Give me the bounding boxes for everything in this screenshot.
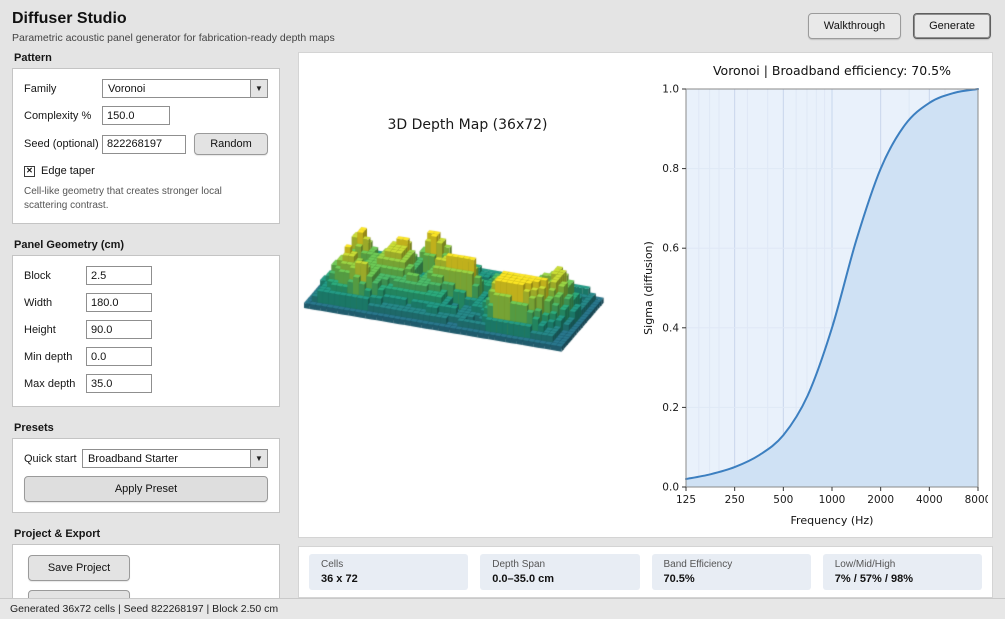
chevron-down-icon: ▼ bbox=[250, 450, 267, 467]
svg-text:0.2: 0.2 bbox=[662, 402, 679, 414]
svg-text:125: 125 bbox=[676, 494, 696, 506]
block-label: Block bbox=[24, 269, 51, 282]
width-row: Width bbox=[24, 293, 268, 312]
title-block: Diffuser Studio Parametric acoustic pane… bbox=[12, 10, 335, 44]
svg-text:0.4: 0.4 bbox=[662, 322, 679, 334]
load-project-button[interactable]: Load Project bbox=[28, 590, 130, 598]
svg-text:250: 250 bbox=[725, 494, 745, 506]
pattern-section: Family Voronoi ▼ Complexity % Seed (opti… bbox=[12, 68, 280, 224]
plots-panel: 3D Depth Map (36x72) 125 250 500 1000 2000 40… bbox=[297, 52, 993, 538]
quick-start-select-value: Broadband Starter bbox=[88, 452, 178, 465]
height-input[interactable] bbox=[86, 320, 152, 339]
stat-label: Low/Mid/High bbox=[834, 559, 896, 570]
apply-preset-button[interactable]: Apply Preset bbox=[24, 476, 268, 502]
min-depth-label: Min depth bbox=[24, 350, 73, 363]
sidebar: Pattern Family Voronoi ▼ Complexity % Se… bbox=[12, 52, 280, 598]
stat-value: 36 x 72 bbox=[321, 573, 358, 585]
height-label: Height bbox=[24, 323, 56, 336]
header-buttons: Walkthrough Generate bbox=[807, 10, 993, 39]
app-header: Diffuser Studio Parametric acoustic pane… bbox=[0, 0, 1005, 46]
svg-text:500: 500 bbox=[773, 494, 793, 506]
svg-text:2000: 2000 bbox=[867, 494, 894, 506]
stat-label: Depth Span bbox=[492, 559, 546, 570]
width-label: Width bbox=[24, 296, 53, 309]
seed-input[interactable] bbox=[102, 134, 186, 154]
complexity-label: Complexity % bbox=[24, 109, 92, 122]
geometry-section: Block Width Height Min depth Max depth bbox=[12, 255, 280, 407]
main-area: 3D Depth Map (36x72) 125 250 500 1000 2000 40… bbox=[297, 52, 993, 598]
pattern-section-label: Pattern bbox=[14, 52, 52, 64]
svg-text:Voronoi | Broadband efficiency: Voronoi | Broadband efficiency: 70.5% bbox=[713, 63, 951, 78]
save-project-button[interactable]: Save Project bbox=[28, 555, 130, 581]
svg-text:0.6: 0.6 bbox=[662, 243, 679, 255]
stat-card-low-mid-high: Low/Mid/High 7% / 57% / 98% bbox=[822, 554, 982, 590]
walkthrough-button[interactable]: Walkthrough bbox=[807, 13, 902, 39]
app-subtitle: Parametric acoustic panel generator for … bbox=[12, 32, 335, 44]
svg-text:Frequency (Hz): Frequency (Hz) bbox=[791, 514, 874, 527]
family-label: Family bbox=[24, 82, 57, 95]
edge-taper-label: Edge taper bbox=[41, 165, 95, 177]
stat-card-band-efficiency: Band Efficiency 70.5% bbox=[651, 554, 811, 590]
max-depth-row: Max depth bbox=[24, 374, 268, 393]
chevron-down-icon: ▼ bbox=[250, 80, 267, 97]
svg-text:Sigma (diffusion): Sigma (diffusion) bbox=[642, 241, 655, 335]
presets-section-label: Presets bbox=[14, 422, 54, 434]
edge-taper-checkbox[interactable] bbox=[24, 165, 35, 177]
family-select[interactable]: Voronoi ▼ bbox=[102, 79, 268, 98]
quick-start-label: Quick start bbox=[24, 452, 77, 465]
stats-row: Cells 36 x 72 Depth Span 0.0–35.0 cm Ban… bbox=[298, 546, 993, 598]
depth-map-title: 3D Depth Map (36x72) bbox=[387, 117, 548, 133]
family-row: Family Voronoi ▼ bbox=[24, 79, 268, 98]
family-select-value: Voronoi bbox=[108, 82, 146, 95]
depth-map-3d bbox=[297, 181, 638, 411]
min-depth-input[interactable] bbox=[86, 347, 152, 366]
block-input[interactable] bbox=[86, 266, 152, 285]
depth-map-panel: 3D Depth Map (36x72) bbox=[297, 53, 638, 537]
svg-text:0.8: 0.8 bbox=[662, 163, 679, 175]
seed-row: Seed (optional) Random bbox=[24, 133, 268, 155]
content: Pattern Family Voronoi ▼ Complexity % Se… bbox=[0, 46, 1005, 598]
svg-text:1.0: 1.0 bbox=[662, 84, 679, 96]
stat-value: 70.5% bbox=[663, 573, 695, 585]
complexity-row: Complexity % bbox=[24, 106, 268, 125]
stat-value: 7% / 57% / 98% bbox=[834, 573, 914, 585]
block-row: Block bbox=[24, 266, 268, 285]
project-section: Save Project Load Project Export CSV Exp… bbox=[12, 544, 280, 598]
svg-text:1000: 1000 bbox=[819, 494, 846, 506]
stat-card-depth-span: Depth Span 0.0–35.0 cm bbox=[480, 554, 640, 590]
seed-label: Seed (optional) bbox=[24, 138, 99, 150]
width-input[interactable] bbox=[86, 293, 152, 312]
project-section-label: Project & Export bbox=[14, 528, 101, 540]
max-depth-input[interactable] bbox=[86, 374, 152, 393]
svg-text:0.0: 0.0 bbox=[662, 482, 679, 494]
app-title: Diffuser Studio bbox=[12, 10, 127, 27]
stat-card-cells: Cells 36 x 72 bbox=[309, 554, 469, 590]
max-depth-label: Max depth bbox=[24, 377, 76, 390]
stat-label: Band Efficiency bbox=[663, 559, 733, 570]
complexity-input[interactable] bbox=[102, 106, 170, 125]
min-depth-row: Min depth bbox=[24, 347, 268, 366]
edge-taper-row: Edge taper bbox=[24, 165, 268, 177]
svg-text:4000: 4000 bbox=[916, 494, 943, 506]
status-bar: Generated 36x72 cells | Seed 822268197 |… bbox=[0, 598, 1005, 619]
status-text: Generated 36x72 cells | Seed 822268197 |… bbox=[10, 603, 279, 615]
random-seed-button[interactable]: Random bbox=[194, 133, 268, 155]
generate-button[interactable]: Generate bbox=[913, 13, 991, 39]
quick-start-row: Quick start Broadband Starter ▼ bbox=[24, 449, 268, 468]
stat-label: Cells bbox=[321, 559, 344, 570]
height-row: Height bbox=[24, 320, 268, 339]
stat-value: 0.0–35.0 cm bbox=[492, 573, 555, 585]
quick-start-select[interactable]: Broadband Starter ▼ bbox=[82, 449, 268, 468]
geometry-section-label: Panel Geometry (cm) bbox=[14, 239, 125, 251]
presets-section: Quick start Broadband Starter ▼ Apply Pr… bbox=[12, 438, 280, 513]
pattern-hint: Cell-like geometry that creates stronger… bbox=[24, 186, 222, 211]
